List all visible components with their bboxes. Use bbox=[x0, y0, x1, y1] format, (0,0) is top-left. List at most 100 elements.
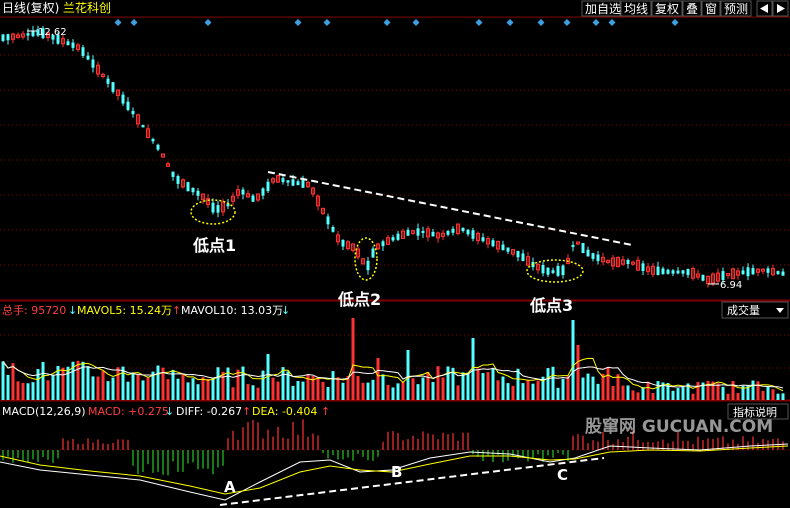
candle-body bbox=[286, 180, 290, 183]
toolbar-button-4[interactable]: 窗 bbox=[701, 0, 721, 17]
volume-ma-lines bbox=[2, 357, 784, 392]
candle-body bbox=[446, 230, 450, 235]
volume-bar bbox=[781, 393, 785, 400]
volume-bar bbox=[251, 385, 255, 400]
volume-bar bbox=[751, 380, 755, 400]
candle-body bbox=[646, 266, 650, 272]
toolbar-button-3[interactable]: 叠 bbox=[682, 0, 702, 17]
dea-arrow: ↑ bbox=[321, 405, 330, 418]
candle-body bbox=[116, 89, 120, 96]
volume-bar bbox=[356, 376, 360, 400]
volume-bar bbox=[261, 370, 265, 400]
volume-bar bbox=[681, 385, 685, 400]
candle-body bbox=[731, 268, 735, 280]
volume-bar bbox=[646, 381, 650, 400]
candle-body bbox=[171, 171, 175, 177]
arrow-right-icon[interactable] bbox=[772, 0, 789, 17]
volume-bar bbox=[46, 380, 50, 400]
volume-bar bbox=[426, 372, 430, 400]
volume-bar bbox=[561, 378, 565, 400]
candle-body bbox=[236, 189, 240, 196]
volume-bar bbox=[111, 377, 115, 400]
candle-body bbox=[311, 187, 315, 195]
volume-bar bbox=[576, 345, 580, 400]
toolbar-button-frame bbox=[701, 0, 721, 17]
candle-body bbox=[456, 223, 460, 235]
volume-bar bbox=[701, 382, 705, 400]
candle-body bbox=[146, 128, 150, 139]
candle-body bbox=[31, 30, 35, 37]
volume-bar bbox=[666, 382, 670, 400]
candle-body bbox=[241, 189, 245, 195]
candle-body bbox=[471, 230, 475, 239]
candle-body bbox=[106, 78, 110, 84]
volume-bar bbox=[211, 377, 215, 400]
volume-bar bbox=[531, 383, 535, 400]
indicator-help-button[interactable]: 指标说明 bbox=[727, 403, 789, 420]
candle-body bbox=[96, 64, 100, 75]
candle-body bbox=[521, 253, 525, 262]
candle-body bbox=[636, 259, 640, 271]
volume-bar bbox=[396, 383, 400, 400]
candle-body bbox=[216, 205, 220, 213]
volume-bar bbox=[246, 384, 250, 400]
volume-bar bbox=[146, 377, 150, 400]
volume-bar bbox=[271, 377, 275, 400]
toolbar-button-1[interactable]: 均线 bbox=[620, 0, 652, 17]
event-marker-icon bbox=[475, 19, 483, 26]
volume-bar bbox=[291, 385, 295, 400]
candle-body bbox=[571, 244, 575, 248]
macd-point-a-label: A bbox=[224, 478, 236, 496]
toolbar-button-2[interactable]: 复权 bbox=[651, 0, 683, 17]
arrow-left-icon[interactable] bbox=[756, 0, 773, 17]
volume-bar bbox=[56, 365, 60, 400]
volume-bar bbox=[741, 385, 745, 400]
event-marker-icon bbox=[592, 19, 600, 26]
toolbar-button-0[interactable]: 加自选 bbox=[581, 0, 621, 17]
volume-bar bbox=[526, 380, 530, 400]
price-candles[interactable] bbox=[1, 25, 785, 288]
toolbar-button-5[interactable]: 预测 bbox=[720, 0, 752, 17]
stock-name: 兰花科创 bbox=[63, 0, 111, 15]
volume-indicator-value: 成交量 bbox=[727, 303, 760, 317]
candle-body bbox=[276, 175, 280, 183]
volume-bar bbox=[636, 392, 640, 400]
candle-body bbox=[716, 272, 720, 282]
volume-bar bbox=[36, 368, 40, 400]
toolbar-button-frame bbox=[720, 0, 752, 17]
event-marker-icon bbox=[671, 19, 679, 26]
volume-bar bbox=[381, 374, 385, 400]
candle-body bbox=[111, 82, 115, 92]
volume-bar bbox=[286, 371, 290, 400]
volume-bar bbox=[721, 386, 725, 400]
volume-bar bbox=[171, 369, 175, 400]
volume-bar bbox=[726, 393, 730, 400]
candle-body bbox=[586, 249, 590, 257]
candle-body bbox=[281, 178, 285, 183]
low-price-label: 6.94 bbox=[720, 280, 742, 291]
volume-bar bbox=[21, 382, 25, 400]
volume-bar bbox=[581, 377, 585, 400]
mavol5-arrow: ↑ bbox=[172, 304, 181, 317]
macd-value-label: MACD: +0.275 bbox=[88, 405, 169, 418]
volume-bar bbox=[66, 366, 70, 400]
candle-body bbox=[396, 233, 400, 240]
volume-bar bbox=[506, 383, 510, 400]
mavol10-arrow: ↓ bbox=[281, 304, 290, 317]
toolbar-button-label: 均线 bbox=[624, 2, 648, 16]
toolbar-button-frame bbox=[651, 0, 683, 17]
diff-arrow: ↑ bbox=[242, 405, 251, 418]
volume-bar bbox=[256, 387, 260, 400]
volume-bar bbox=[206, 378, 210, 400]
candle-body bbox=[436, 232, 440, 239]
volume-bar bbox=[181, 374, 185, 400]
volume-bar bbox=[376, 358, 380, 400]
volume-indicator-dropdown[interactable]: 成交量 bbox=[721, 301, 789, 319]
event-marker-icon bbox=[383, 19, 391, 26]
low-point-1-label: 低点1 bbox=[192, 236, 236, 255]
candle-body bbox=[426, 228, 430, 238]
volume-bar bbox=[96, 376, 100, 400]
volume-bar bbox=[351, 318, 355, 400]
candle-body bbox=[266, 181, 270, 192]
event-markers bbox=[114, 19, 679, 26]
